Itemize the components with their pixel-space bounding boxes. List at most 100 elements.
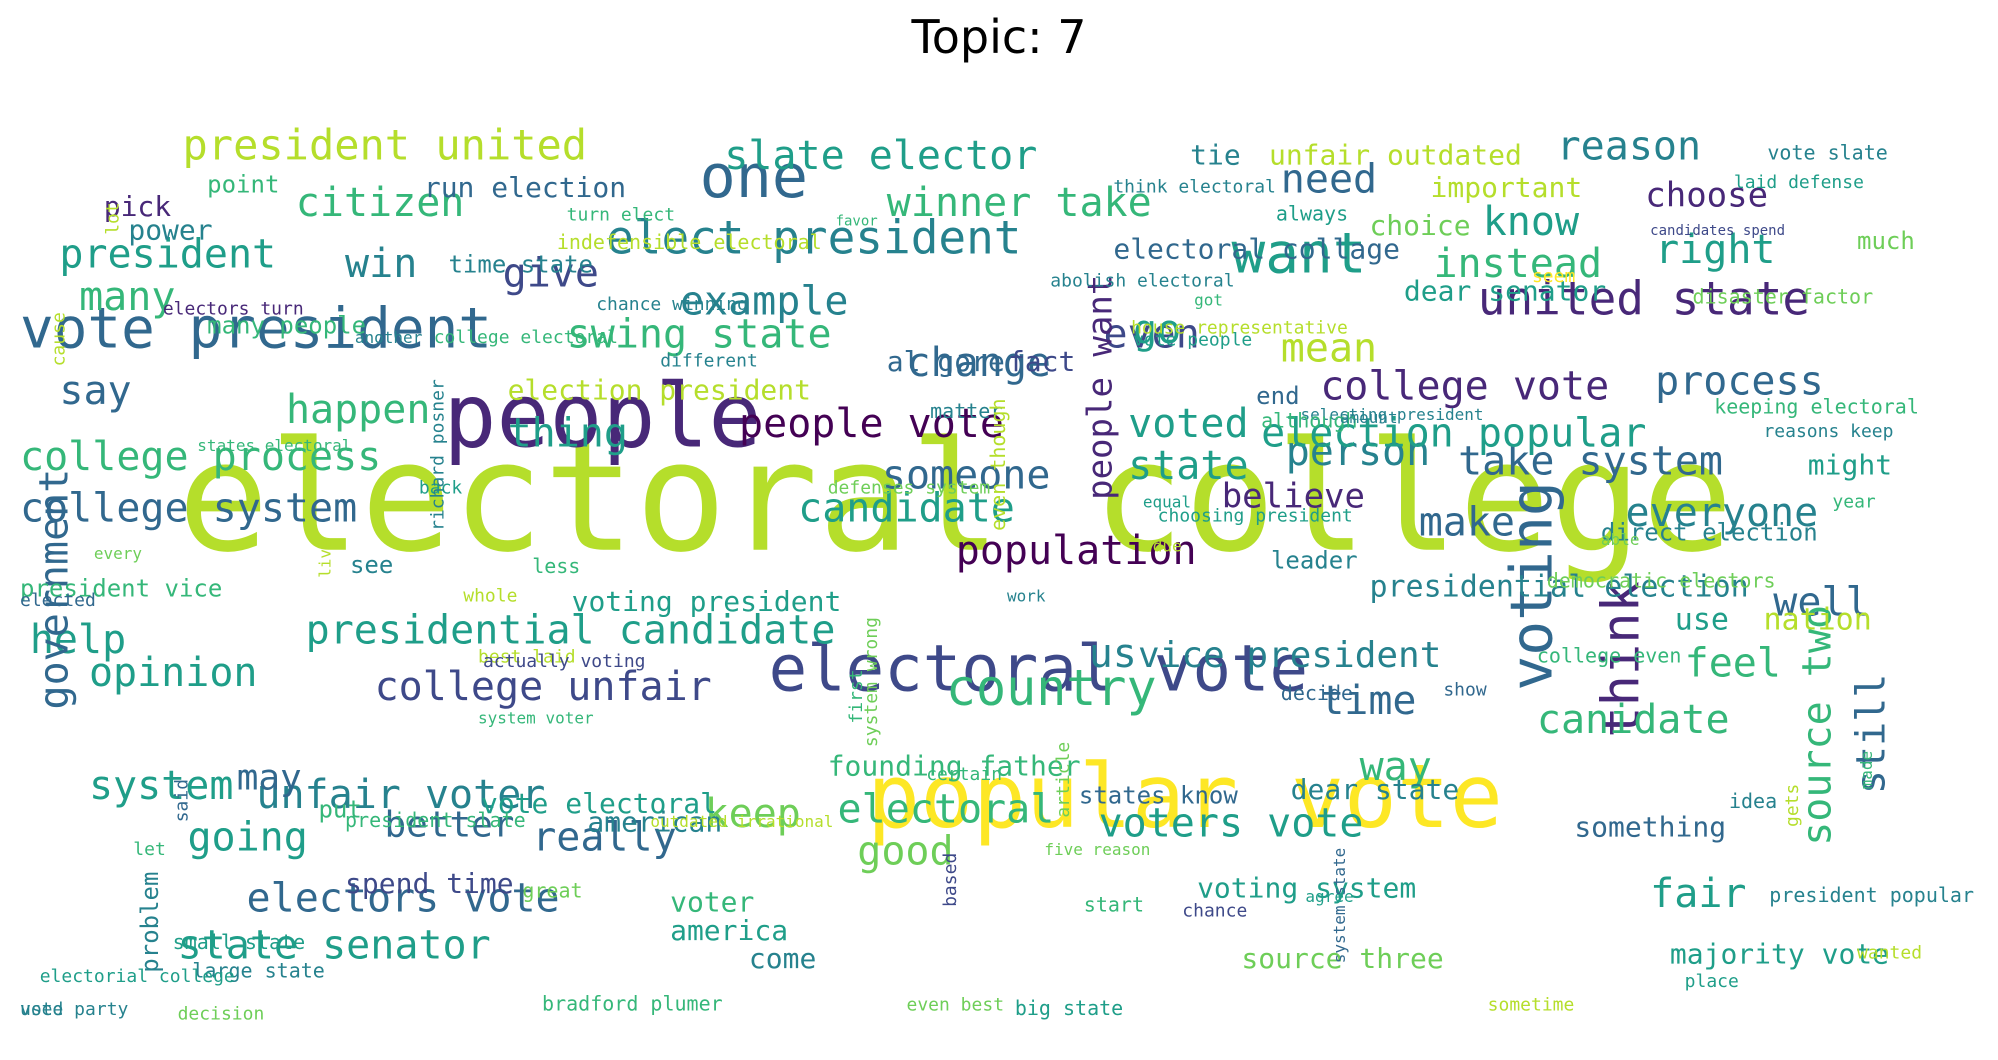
word-88: voting system	[1197, 872, 1416, 905]
word-85: dear state	[1291, 773, 1460, 806]
word-62: electors vote	[247, 876, 560, 922]
word-126: think electoral	[1113, 177, 1276, 198]
word-89: majority vote	[1670, 937, 1889, 970]
word-40: country	[946, 659, 1157, 717]
word-15: president	[59, 232, 276, 278]
word-129: always	[1276, 202, 1348, 226]
word-18: many	[79, 274, 175, 320]
word-57: keep	[705, 791, 801, 837]
word-102: fact	[1008, 345, 1075, 378]
word-135: chance winning	[596, 294, 748, 315]
word-31: college system	[20, 486, 357, 532]
word-39: help	[30, 617, 126, 663]
word-174: made	[1857, 751, 1876, 790]
word-0: electoral college	[178, 409, 1734, 586]
word-91: america	[670, 914, 788, 947]
word-42: us	[1089, 631, 1137, 677]
word-20: swing state	[567, 312, 832, 358]
word-32: candidate	[798, 486, 1015, 532]
word-120: vote slate	[1767, 141, 1887, 165]
word-116: matter	[930, 399, 1002, 423]
word-107: voting president	[572, 585, 842, 618]
word-22: happen	[286, 387, 431, 433]
word-59: voters vote	[1099, 800, 1364, 846]
word-160: first	[846, 669, 867, 723]
word-119: president vice	[20, 575, 222, 603]
word-50: source two	[1794, 605, 1840, 846]
word-124: keeping electoral	[1714, 394, 1919, 418]
word-159: best laid	[478, 647, 576, 668]
word-109: power	[128, 214, 212, 247]
word-29: person	[1286, 429, 1431, 475]
word-143: states electoral	[197, 436, 351, 455]
word-140: different	[660, 350, 758, 371]
word-65: reason	[1557, 124, 1702, 170]
word-122: much	[1857, 227, 1915, 255]
word-186: chance	[1182, 900, 1247, 921]
word-168: place	[1685, 971, 1739, 992]
word-178: agree	[1305, 887, 1353, 906]
word-45: opinion	[89, 650, 258, 696]
word-199: cause	[48, 312, 69, 366]
word-26: even	[1104, 312, 1200, 358]
word-103: end	[1256, 382, 1299, 410]
word-191: president popular	[1769, 883, 1974, 907]
word-163: actually voting	[483, 651, 646, 672]
word-54: way	[1360, 744, 1432, 790]
word-51: still	[1849, 674, 1895, 794]
word-152: every	[94, 544, 143, 563]
word-138: electors turn	[163, 299, 304, 320]
word-154: richard posner	[428, 379, 449, 531]
word-49: canidate	[1537, 697, 1730, 743]
word-155: whole	[463, 585, 517, 606]
word-82: founding father	[828, 749, 1081, 782]
word-76: people want	[1080, 275, 1120, 500]
word-21: say	[59, 368, 131, 414]
word-75: voted	[1128, 401, 1248, 447]
word-94: run election	[424, 171, 626, 204]
word-200: lot	[103, 202, 124, 235]
word-157: live	[315, 539, 334, 578]
word-19: example	[680, 279, 849, 325]
word-196: even best	[907, 994, 1005, 1015]
word-170: certain	[926, 764, 1002, 785]
word-33: someone	[882, 453, 1051, 499]
word-194: decision	[178, 1004, 265, 1025]
word-30: take system	[1458, 439, 1723, 485]
word-137: house representative	[1131, 318, 1348, 339]
word-79: use	[1675, 603, 1729, 638]
word-56: going	[187, 815, 307, 861]
word-101: al gore	[887, 345, 1005, 378]
word-12: slate elector	[724, 133, 1037, 179]
word-83: vote electoral	[481, 787, 717, 820]
word-141: another	[355, 328, 423, 347]
word-134: abolish electoral	[1050, 271, 1234, 292]
word-95: tie	[1190, 138, 1241, 171]
word-48: time	[1320, 678, 1416, 724]
word-1: people	[444, 364, 762, 467]
word-92: voter	[670, 886, 754, 919]
word-6: want	[1232, 221, 1367, 286]
word-100: electoral collage	[1113, 232, 1400, 265]
word-2: popular vote	[867, 745, 1503, 848]
word-147: choosing president	[1158, 506, 1353, 527]
word-3: electoral vote	[769, 633, 1308, 707]
word-153: less	[532, 554, 580, 578]
word-167: democratic electors	[1547, 568, 1776, 592]
word-13: citizen	[296, 180, 465, 226]
word-128: indefensible electoral	[557, 230, 822, 254]
word-14: winner take	[887, 180, 1152, 226]
word-185: gets	[1782, 784, 1803, 827]
word-72: process	[1655, 359, 1824, 405]
word-34: make	[1419, 500, 1515, 546]
word-86: something	[1574, 810, 1726, 843]
word-171: article	[1053, 742, 1074, 818]
word-114: problem	[136, 872, 164, 973]
word-150: due	[1153, 537, 1182, 556]
word-151: even though	[986, 398, 1010, 530]
word-71: mean	[1281, 326, 1377, 372]
word-46: government	[31, 469, 77, 710]
word-165: system wrong	[861, 617, 882, 747]
word-180: vote party	[20, 999, 129, 1020]
word-87: spend time	[345, 867, 514, 900]
